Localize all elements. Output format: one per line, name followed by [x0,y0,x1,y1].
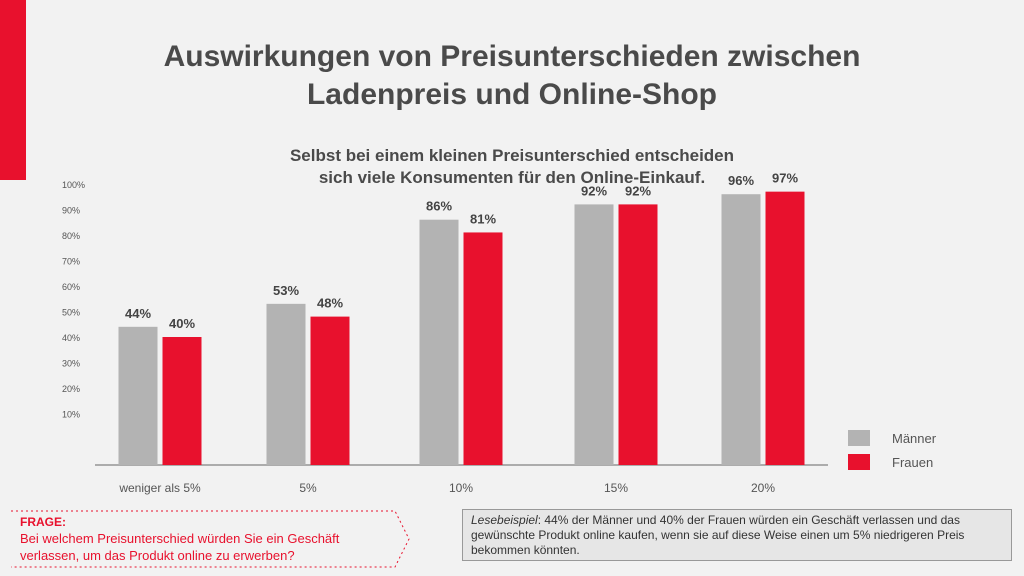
y-tick-label: 70% [62,257,80,267]
reading-example-box: Lesebeispiel: 44% der Männer und 40% der… [462,509,1012,561]
data-label: 96% [728,173,754,188]
bar-maenner [574,204,614,465]
x-tick-label: weniger als 5% [118,481,201,495]
x-tick-label: 20% [751,481,775,495]
legend-label-frauen: Frauen [892,454,934,470]
question-line-1: Bei welchem Preisunterschied würden Sie … [20,531,340,546]
chart-subtitle: Selbst bei einem kleinen Preisunterschie… [0,145,1024,189]
data-label: 86% [426,199,452,214]
bar-maenner [419,219,459,465]
accent-bar [0,0,26,180]
bar-frauen [765,191,805,465]
question-line-2: verlassen, um das Produkt online zu erwe… [20,548,295,563]
bar-frauen [618,204,658,465]
legend-swatch-maenner [848,430,870,446]
data-label: 53% [273,283,299,298]
y-tick-label: 30% [62,359,80,369]
y-tick-label: 50% [62,308,80,318]
legend-label-maenner: Männer [892,430,937,446]
question-box: FRAGE: Bei welchem Preisunterschied würd… [10,510,410,568]
bar-frauen [463,232,503,465]
legend-swatch-frauen [848,454,870,470]
question-box-outline [11,510,410,568]
y-tick-label: 80% [62,231,80,241]
reading-example-label: Lesebeispiel [471,513,538,527]
bar-maenner [118,326,158,465]
y-tick-label: 40% [62,333,80,343]
title-line-2: Ladenpreis und Online-Shop [306,78,717,111]
data-label: 92% [581,183,607,198]
y-tick-label: 10% [62,410,80,420]
bar-frauen [310,316,350,465]
y-tick-label: 20% [62,384,80,394]
question-heading: FRAGE: [20,515,66,529]
x-tick-label: 10% [449,481,473,495]
data-label: 92% [625,183,651,198]
title-line-1: Auswirkungen von Preisunterschieden zwis… [163,40,861,73]
legend-item-frauen: Frauen [848,452,936,472]
chart-title: Auswirkungen von Preisunterschieden zwis… [0,38,1024,114]
subtitle-line-1: Selbst bei einem kleinen Preisunterschie… [289,146,735,165]
legend: Männer Frauen [848,428,936,476]
bar-frauen [162,337,202,465]
y-tick-label: 90% [62,206,80,216]
subtitle-line-2: sich viele Konsumenten für den Online-Ei… [318,168,706,187]
data-label: 97% [772,171,798,186]
data-label: 81% [470,211,496,226]
data-label: 48% [317,296,343,311]
x-tick-label: 15% [604,481,628,495]
legend-item-maenner: Männer [848,428,936,448]
x-tick-label: 5% [299,481,317,495]
y-tick-label: 60% [62,282,80,292]
y-tick-label: 100% [62,180,85,190]
reading-example-text: : 44% der Männer und 40% der Frauen würd… [471,513,965,557]
data-label: 44% [125,306,151,321]
bar-maenner [266,303,306,465]
data-label: 40% [169,316,195,331]
bar-maenner [721,194,761,465]
